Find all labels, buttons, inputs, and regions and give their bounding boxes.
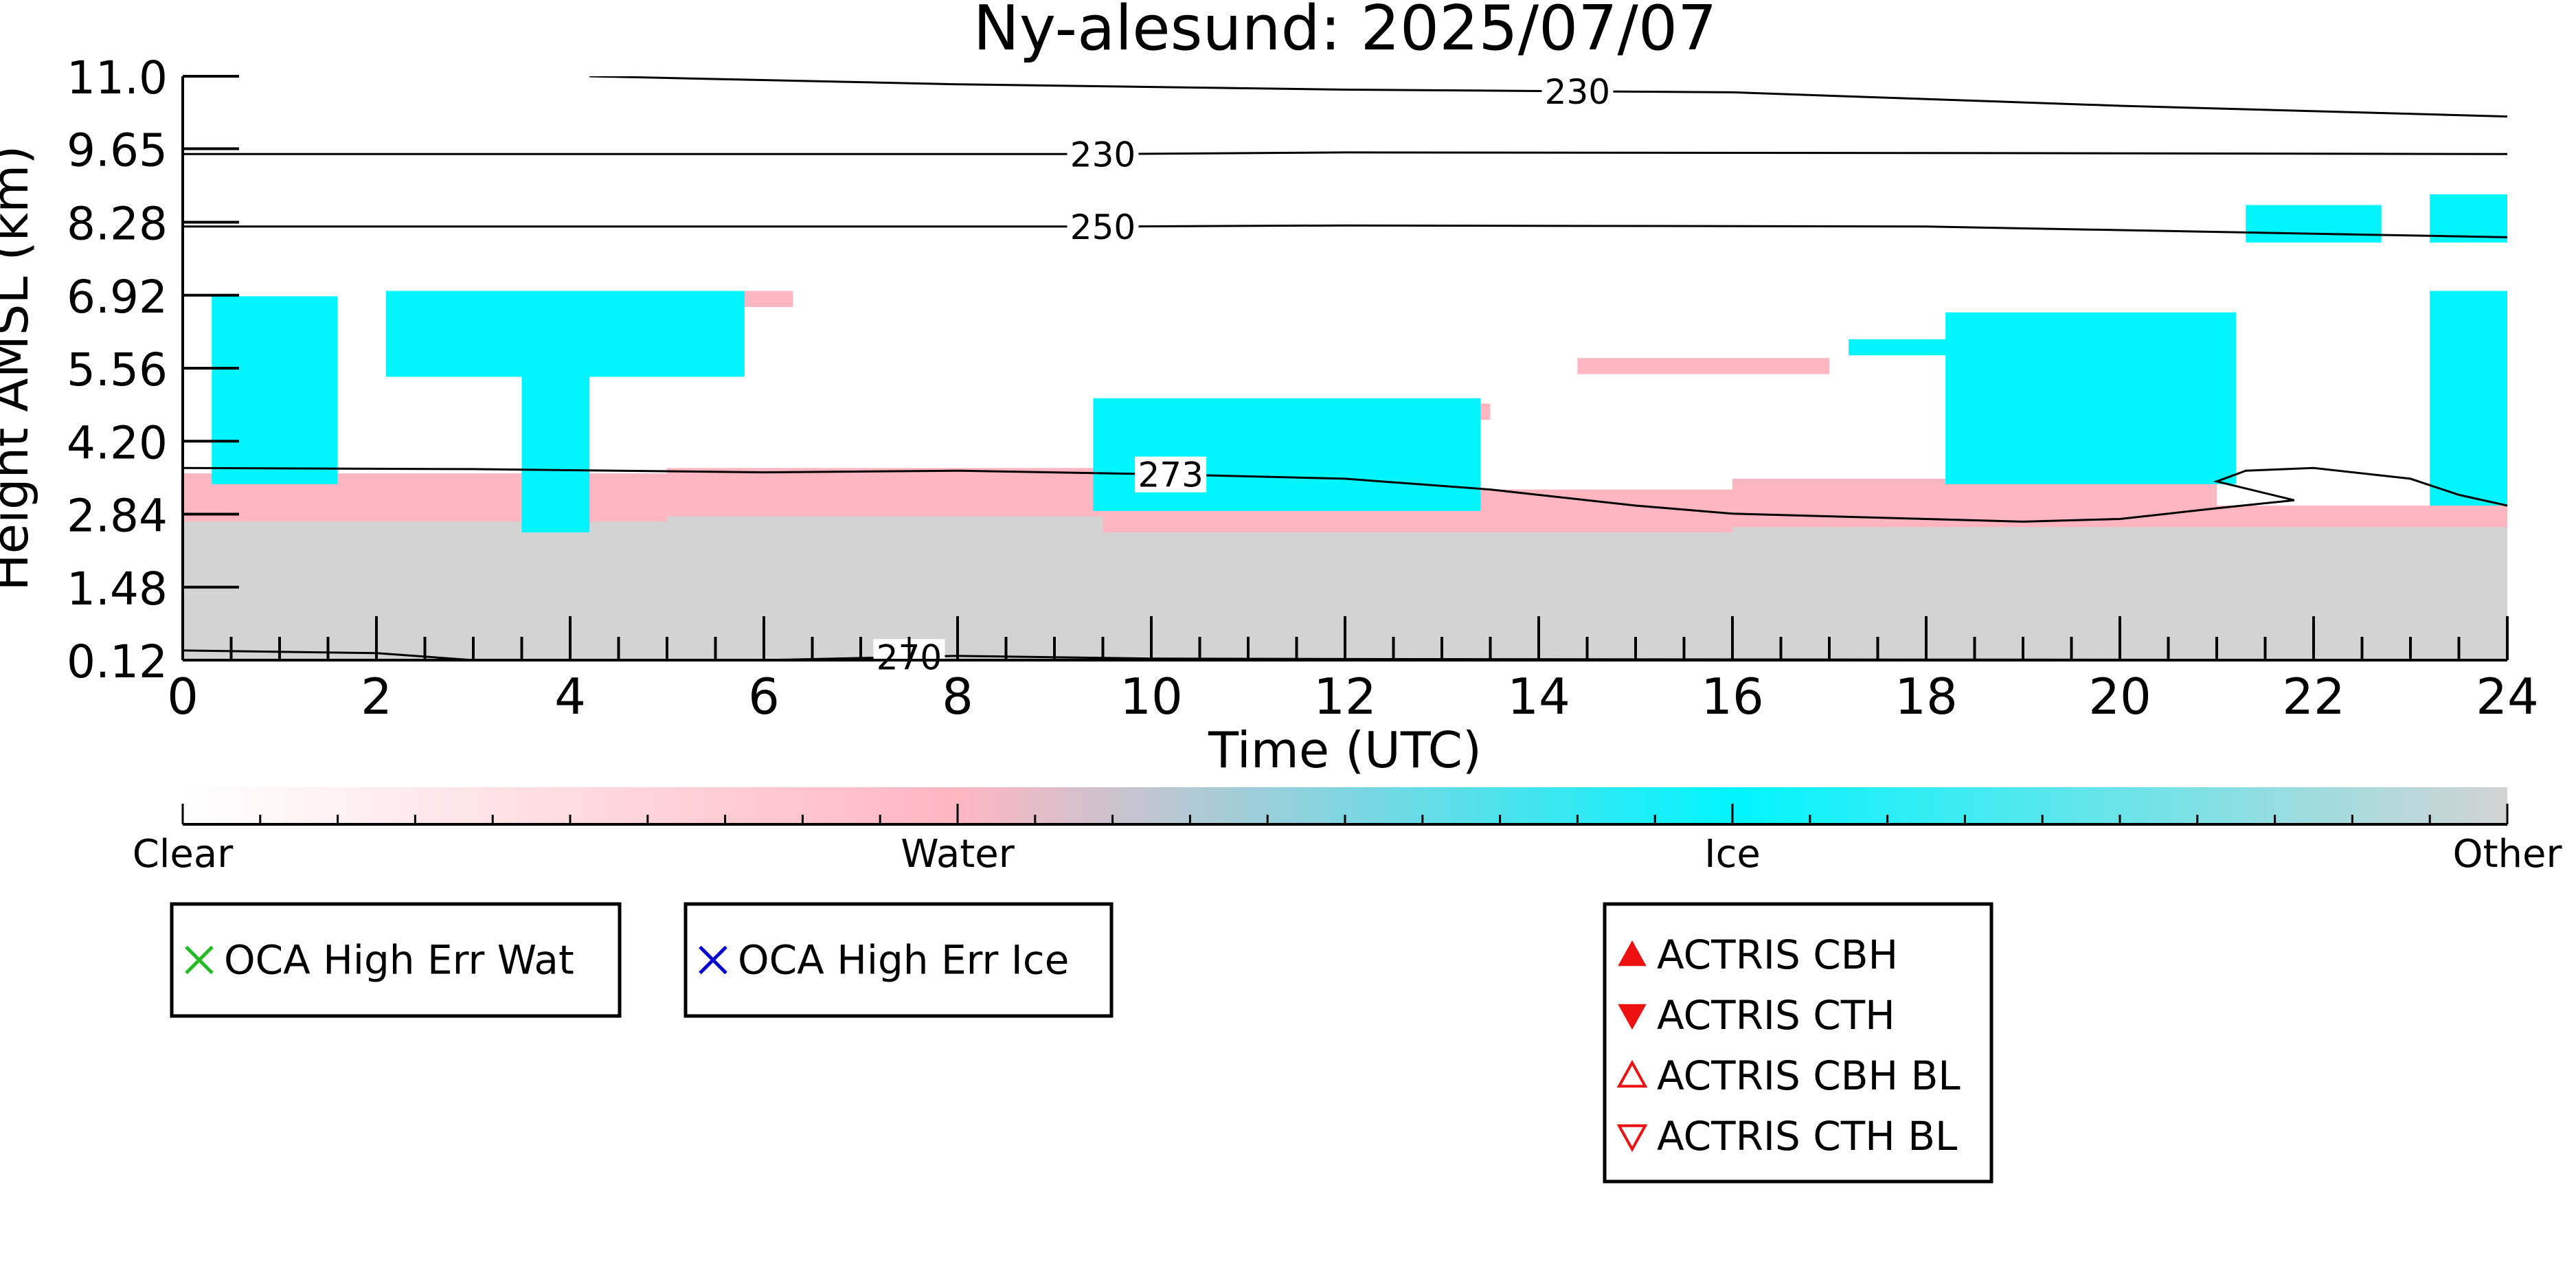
- legend-label-2-0: ACTRIS CBH: [1657, 931, 1898, 978]
- x-ticks: 0 2 4 6 8 10 12 14 16 18 20 22 24: [167, 616, 2539, 725]
- class-regions: [183, 194, 2507, 660]
- legend-label-2-2: ACTRIS CBH BL: [1657, 1052, 1961, 1099]
- y-tick-label-8: 11.0: [67, 52, 168, 104]
- legend-marker-2-0: [1618, 940, 1647, 967]
- contour-label-2: 250: [1070, 207, 1136, 247]
- y-ticks: 0.12 1.48 2.84 4.20 5.56 6.92 8.28 9.65 11.0: [67, 52, 239, 688]
- legend-2: ACTRIS CBH ACTRIS CTH ACTRIS CBH BL ACTRIS …: [1603, 902, 1993, 1184]
- legend-item-2-0: ACTRIS CBH: [1618, 931, 1898, 978]
- y-tick-label-5: 6.92: [67, 271, 168, 324]
- region-ice-9: [212, 296, 338, 484]
- legend-box-1: [683, 902, 1114, 1018]
- x-axis-label: Time (UTC): [1208, 721, 1482, 779]
- legend-0: OCA High Err Wat: [170, 902, 622, 1018]
- colorbar-label-clear: Clear: [133, 832, 234, 877]
- x-tick-label-18: 18: [1895, 668, 1958, 725]
- legend-item-1-0: OCA High Err Ice: [699, 937, 1069, 984]
- contour-273-3: [183, 466, 2507, 523]
- contour-250-2: [183, 224, 2507, 238]
- y-axis-label: Height AMSL (km): [0, 146, 39, 591]
- legend-marker-1-0: [699, 945, 727, 975]
- contour-label-0: 230: [1545, 72, 1610, 112]
- region-ice-11: [521, 371, 590, 533]
- region-ice-10: [386, 291, 745, 377]
- legend-item-0-0: OCA High Err Wat: [185, 937, 574, 984]
- colorbar-labels: Clear Water Ice Other: [133, 832, 2563, 877]
- y-tick-label-1: 1.48: [67, 563, 168, 615]
- legend-item-2-2: ACTRIS CBH BL: [1616, 1052, 1961, 1099]
- x-tick-label-14: 14: [1507, 668, 1570, 725]
- legends: OCA High Err Wat OCA High Err Ice ACTRIS C…: [170, 902, 1993, 1184]
- x-tick-label-20: 20: [2088, 668, 2151, 725]
- region-ice-16: [2430, 194, 2507, 243]
- legend-label-2-1: ACTRIS CTH: [1657, 992, 1895, 1039]
- legend-marker-2-3: [1616, 1124, 1648, 1153]
- y-tick-label-6: 8.28: [67, 198, 168, 251]
- legend-label-0-0: OCA High Err Wat: [224, 937, 574, 984]
- colorbar-label-other: Other: [2452, 832, 2562, 877]
- contour-230-1: [183, 151, 2507, 155]
- legend-marker-0-0: [185, 945, 214, 975]
- y-tick-label-7: 9.65: [67, 124, 168, 177]
- legend-marker-2-1: [1618, 1004, 1647, 1030]
- legend-label-1-0: OCA High Err Ice: [738, 937, 1069, 984]
- y-tick-label-3: 4.20: [67, 416, 168, 469]
- colorbar-label-water: Water: [901, 832, 1015, 877]
- chart-title: Ny-alesund: 2025/07/07: [973, 0, 1717, 65]
- contour-label-bg-2: [1067, 208, 1139, 245]
- contour-label-bg-1: [1067, 136, 1139, 172]
- contour-label-3: 273: [1138, 455, 1203, 495]
- x-tick-label-4: 4: [554, 668, 586, 725]
- x-tick-label-0: 0: [167, 668, 199, 725]
- x-tick-label-10: 10: [1120, 668, 1183, 725]
- class-colorbar: Clear Water Ice Other: [133, 787, 2563, 877]
- x-tick-label-24: 24: [2476, 668, 2539, 725]
- region-water-2: [667, 468, 1151, 517]
- y-tick-label-4: 5.56: [67, 343, 168, 396]
- legend-marker-2-2: [1616, 1059, 1648, 1088]
- region-ice-17: [2430, 291, 2507, 506]
- legend-box-2: [1603, 902, 1993, 1184]
- legend-1: OCA High Err Ice: [683, 902, 1114, 1018]
- region-ice-14: [1945, 312, 2237, 484]
- contour-label-bg-3: [1135, 456, 1207, 493]
- x-tick-label-22: 22: [2282, 668, 2345, 725]
- region-water-5: [2217, 506, 2507, 528]
- x-tick-label-12: 12: [1313, 668, 1377, 725]
- legend-item-2-3: ACTRIS CTH BL: [1616, 1113, 1957, 1160]
- region-water-4: [1732, 478, 2217, 528]
- x-tick-label-2: 2: [361, 668, 392, 725]
- region-water-8: [1577, 358, 1829, 374]
- colorbar-label-ice: Ice: [1704, 832, 1761, 877]
- x-tick-label-8: 8: [942, 668, 973, 725]
- legend-box-0: [170, 902, 622, 1018]
- legend-item-2-1: ACTRIS CTH: [1618, 992, 1895, 1039]
- x-tick-label-6: 6: [748, 668, 780, 725]
- contour-label-bg-0: [1541, 73, 1614, 109]
- region-ice-15: [2246, 205, 2382, 243]
- x-tick-label-16: 16: [1701, 668, 1764, 725]
- colorbar-ticks: [181, 804, 2509, 824]
- contour-label-1: 230: [1070, 135, 1136, 174]
- legend-label-2-3: ACTRIS CTH BL: [1657, 1113, 1957, 1160]
- y-tick-label-2: 2.84: [67, 490, 168, 543]
- y-tick-label-0: 0.12: [67, 635, 168, 688]
